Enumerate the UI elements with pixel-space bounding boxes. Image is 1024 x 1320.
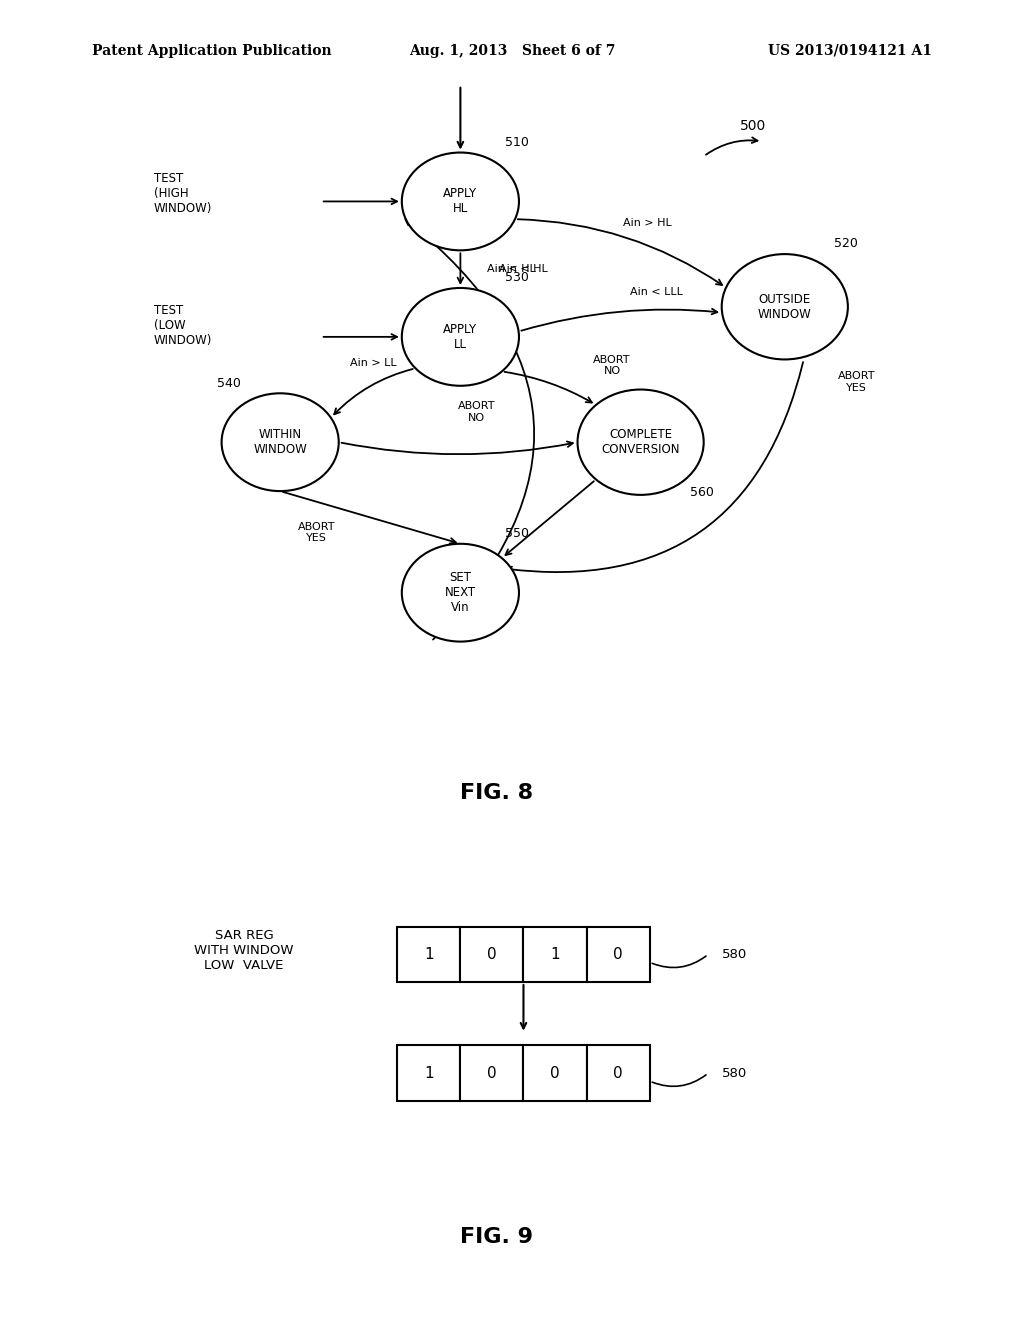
Circle shape [578, 389, 703, 495]
Text: 530: 530 [506, 271, 529, 284]
FancyBboxPatch shape [523, 1045, 587, 1101]
Circle shape [221, 393, 339, 491]
Text: 0: 0 [550, 1065, 560, 1081]
Circle shape [401, 153, 519, 251]
Text: 1: 1 [550, 946, 560, 962]
Text: SAR REG
WITH WINDOW
LOW  VALVE: SAR REG WITH WINDOW LOW VALVE [195, 929, 294, 972]
Text: 500: 500 [739, 119, 766, 133]
Text: TEST
(LOW
WINDOW): TEST (LOW WINDOW) [154, 304, 212, 347]
Text: 1: 1 [424, 946, 433, 962]
Text: TEST
(HIGH
WINDOW): TEST (HIGH WINDOW) [154, 173, 212, 215]
Text: Ain < LLL: Ain < LLL [630, 286, 683, 297]
Circle shape [401, 288, 519, 385]
FancyBboxPatch shape [397, 927, 461, 982]
Text: 0: 0 [613, 1065, 623, 1081]
Text: 560: 560 [690, 486, 714, 499]
Text: FIG. 9: FIG. 9 [460, 1228, 532, 1247]
Circle shape [722, 253, 848, 359]
Text: Aug. 1, 2013   Sheet 6 of 7: Aug. 1, 2013 Sheet 6 of 7 [409, 44, 615, 58]
Text: WITHIN
WINDOW: WITHIN WINDOW [253, 428, 307, 457]
Text: 540: 540 [217, 376, 241, 389]
Text: SET
NEXT
Vin: SET NEXT Vin [444, 572, 476, 614]
Text: 580: 580 [722, 948, 746, 961]
Text: Ain < HL: Ain < HL [499, 264, 548, 275]
Text: ABORT
NO: ABORT NO [458, 401, 495, 422]
FancyBboxPatch shape [587, 1045, 649, 1101]
Text: APPLY
HL: APPLY HL [443, 187, 477, 215]
Text: 0: 0 [487, 946, 497, 962]
Text: COMPLETE
CONVERSION: COMPLETE CONVERSION [601, 428, 680, 457]
Text: Patent Application Publication: Patent Application Publication [92, 44, 332, 58]
Text: 1: 1 [424, 1065, 433, 1081]
Circle shape [401, 544, 519, 642]
Text: 0: 0 [487, 1065, 497, 1081]
Text: Ain > LL: Ain > LL [350, 358, 396, 368]
Text: Ain < HL: Ain < HL [487, 264, 537, 275]
Text: ABORT
YES: ABORT YES [838, 371, 876, 393]
Text: 520: 520 [835, 238, 858, 251]
Text: ABORT
NO: ABORT NO [593, 355, 631, 376]
FancyBboxPatch shape [397, 1045, 461, 1101]
Text: 550: 550 [506, 527, 529, 540]
Text: 0: 0 [613, 946, 623, 962]
Text: US 2013/0194121 A1: US 2013/0194121 A1 [768, 44, 932, 58]
Text: 580: 580 [722, 1067, 746, 1080]
Text: Ain > HL: Ain > HL [624, 218, 672, 228]
Text: FIG. 8: FIG. 8 [460, 783, 534, 804]
Text: APPLY
LL: APPLY LL [443, 323, 477, 351]
FancyBboxPatch shape [461, 1045, 523, 1101]
FancyBboxPatch shape [523, 927, 587, 982]
Text: 510: 510 [506, 136, 529, 149]
Text: ABORT
YES: ABORT YES [297, 521, 335, 544]
FancyBboxPatch shape [587, 927, 649, 982]
Text: OUTSIDE
WINDOW: OUTSIDE WINDOW [758, 293, 812, 321]
FancyBboxPatch shape [461, 927, 523, 982]
